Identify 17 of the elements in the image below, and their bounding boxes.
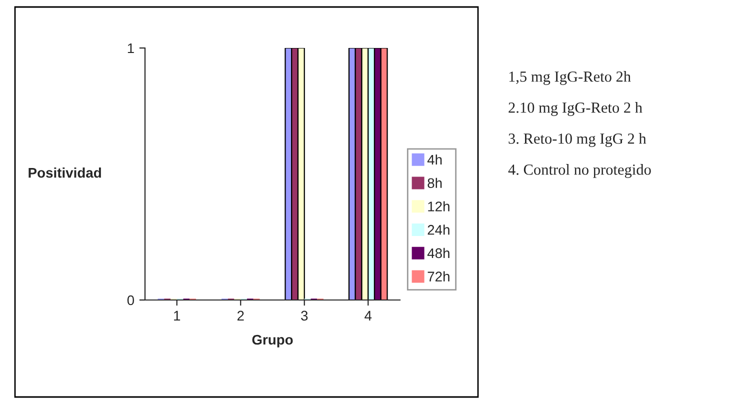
- text: 4. Control no protegido: [508, 164, 651, 178]
- x-axis-title: Grupo: [252, 334, 293, 348]
- legend-label: 12h: [428, 201, 450, 212]
- legend-label: 24h: [428, 224, 450, 235]
- x-tick-label: 4: [364, 310, 372, 320]
- legend-label: 8h: [428, 178, 442, 188]
- text: 3. Reto-10 mg IgG 2 h: [508, 133, 646, 147]
- x-tick-label: 1: [174, 310, 180, 320]
- y-tick-label: 0: [127, 295, 134, 306]
- x-tick-label: 2: [237, 310, 244, 320]
- y-axis-title: Positividad: [28, 168, 101, 178]
- text: 1,5 mg IgG-Reto 2h: [509, 71, 631, 85]
- text: 2.10 mg IgG-Reto 2 h: [508, 102, 642, 116]
- legend-label: 4h: [427, 154, 442, 165]
- legend-label: 48h: [427, 248, 450, 258]
- legend-label: 72h: [428, 271, 450, 282]
- x-tick-label: 3: [301, 310, 308, 321]
